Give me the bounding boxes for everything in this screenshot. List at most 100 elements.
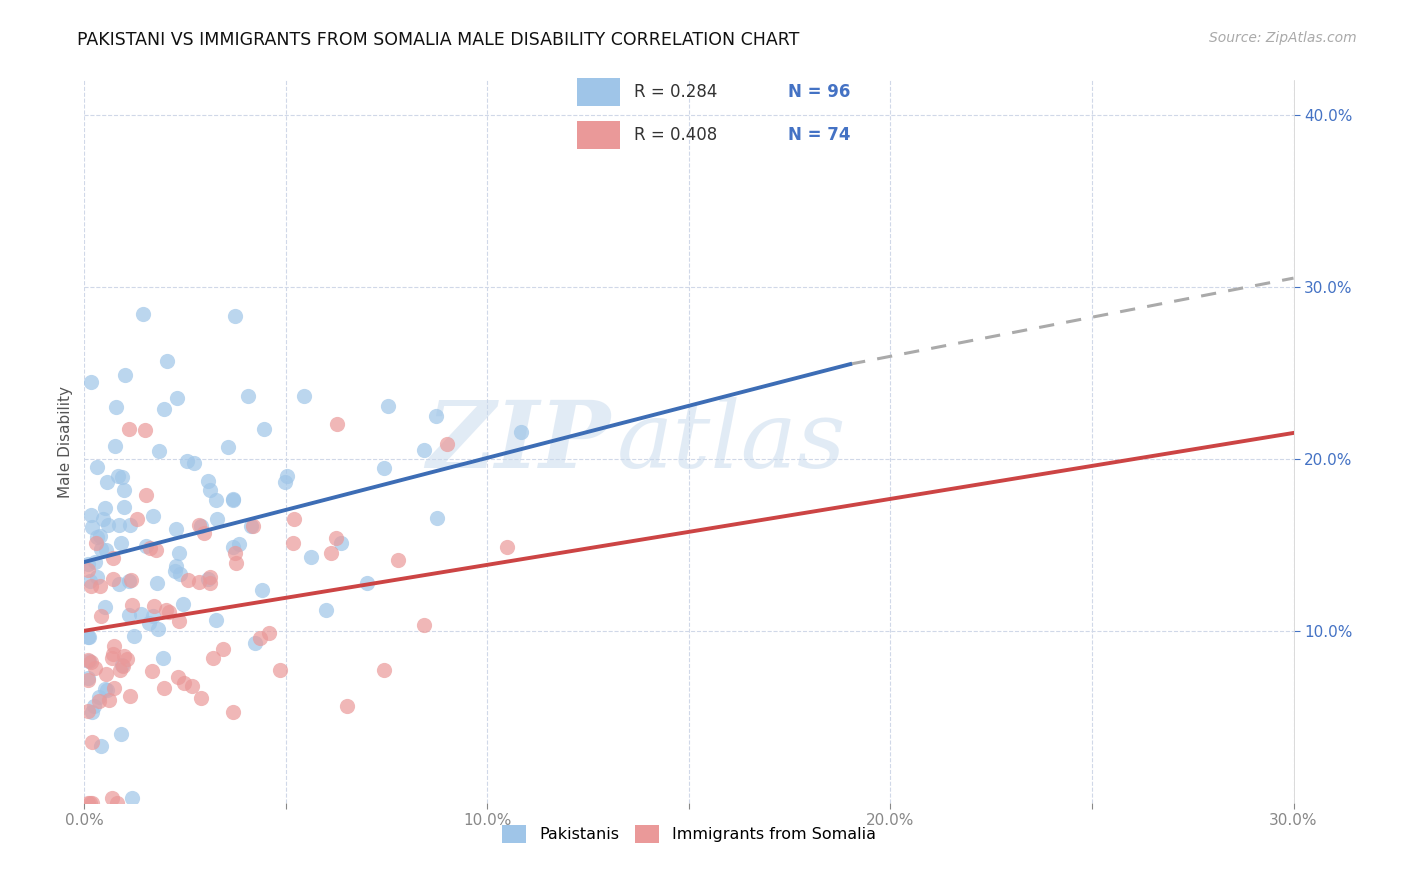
Point: [110, 536, 132, 550]
Text: PAKISTANI VS IMMIGRANTS FROM SOMALIA MALE DISABILITY CORRELATION CHART: PAKISTANI VS IMMIGRANTS FROM SOMALIA MAL…: [77, 31, 800, 49]
Point: [132, 307, 155, 321]
Point: [77, 654, 100, 668]
Point: [165, 559, 187, 574]
Point: [190, 690, 212, 705]
Point: [193, 525, 215, 540]
Point: [281, 536, 304, 550]
Point: [173, 675, 195, 690]
Legend: Pakistanis, Immigrants from Somalia: Pakistanis, Immigrants from Somalia: [496, 819, 882, 849]
Point: [377, 399, 399, 413]
Point: [118, 574, 141, 588]
Point: [165, 522, 187, 536]
Point: [183, 456, 205, 470]
Point: [103, 681, 125, 695]
Point: [224, 546, 246, 560]
FancyBboxPatch shape: [576, 78, 620, 106]
Point: [153, 401, 176, 416]
Point: [86, 460, 108, 475]
Point: [107, 469, 129, 483]
Point: [243, 636, 266, 650]
Text: atlas: atlas: [616, 397, 846, 486]
Point: [112, 483, 135, 497]
Point: [100, 650, 122, 665]
Point: [157, 605, 180, 619]
Point: [83, 555, 105, 569]
Point: [96, 542, 118, 557]
Text: N = 96: N = 96: [789, 83, 851, 101]
Point: [110, 727, 132, 741]
Point: [496, 540, 519, 554]
Point: [94, 682, 117, 697]
Point: [141, 665, 163, 679]
Point: [197, 572, 219, 586]
Point: [225, 556, 247, 570]
Point: [211, 641, 233, 656]
Point: [257, 625, 280, 640]
Point: [188, 574, 211, 589]
Point: [139, 541, 162, 555]
Y-axis label: Male Disability: Male Disability: [58, 385, 73, 498]
Point: [117, 652, 139, 666]
Point: [236, 389, 259, 403]
Point: [118, 422, 141, 436]
Point: [152, 651, 174, 665]
Point: [197, 474, 219, 488]
Point: [205, 613, 228, 627]
Point: [146, 576, 169, 591]
Point: [80, 796, 103, 810]
Point: [120, 518, 142, 533]
Point: [315, 603, 337, 617]
Text: R = 0.284: R = 0.284: [634, 83, 717, 101]
Point: [242, 519, 264, 533]
Point: [79, 574, 101, 589]
Point: [90, 739, 112, 753]
Point: [80, 508, 103, 523]
Point: [122, 629, 145, 643]
Point: [103, 639, 125, 653]
Point: [176, 454, 198, 468]
Point: [91, 512, 114, 526]
Point: [111, 470, 134, 484]
Point: [181, 679, 204, 693]
Point: [94, 501, 117, 516]
Point: [148, 622, 170, 636]
Point: [222, 491, 245, 506]
Point: [145, 543, 167, 558]
Point: [319, 545, 342, 559]
Point: [425, 409, 447, 423]
Point: [120, 573, 142, 587]
Point: [79, 796, 101, 810]
Point: [239, 519, 262, 533]
Point: [356, 575, 378, 590]
Point: [250, 583, 273, 598]
Point: [105, 796, 128, 810]
Point: [142, 608, 165, 623]
Point: [108, 518, 131, 533]
Point: [83, 661, 105, 675]
Point: [118, 607, 141, 622]
Point: [94, 667, 117, 681]
Point: [90, 609, 112, 624]
Point: [169, 567, 191, 582]
Point: [101, 647, 124, 661]
Point: [82, 734, 104, 748]
Point: [108, 577, 131, 591]
Point: [253, 422, 276, 436]
Point: [167, 614, 190, 628]
Point: [83, 699, 105, 714]
Point: [112, 649, 135, 664]
Point: [188, 517, 211, 532]
Point: [510, 425, 533, 439]
Point: [125, 512, 148, 526]
Point: [131, 607, 153, 621]
Point: [77, 631, 100, 645]
Point: [222, 540, 245, 554]
Point: [77, 563, 100, 577]
Point: [77, 673, 100, 687]
Point: [274, 475, 297, 490]
Point: [222, 706, 245, 720]
Text: ZIP: ZIP: [426, 397, 610, 486]
Point: [177, 573, 200, 587]
Point: [82, 705, 104, 719]
Point: [167, 546, 190, 560]
